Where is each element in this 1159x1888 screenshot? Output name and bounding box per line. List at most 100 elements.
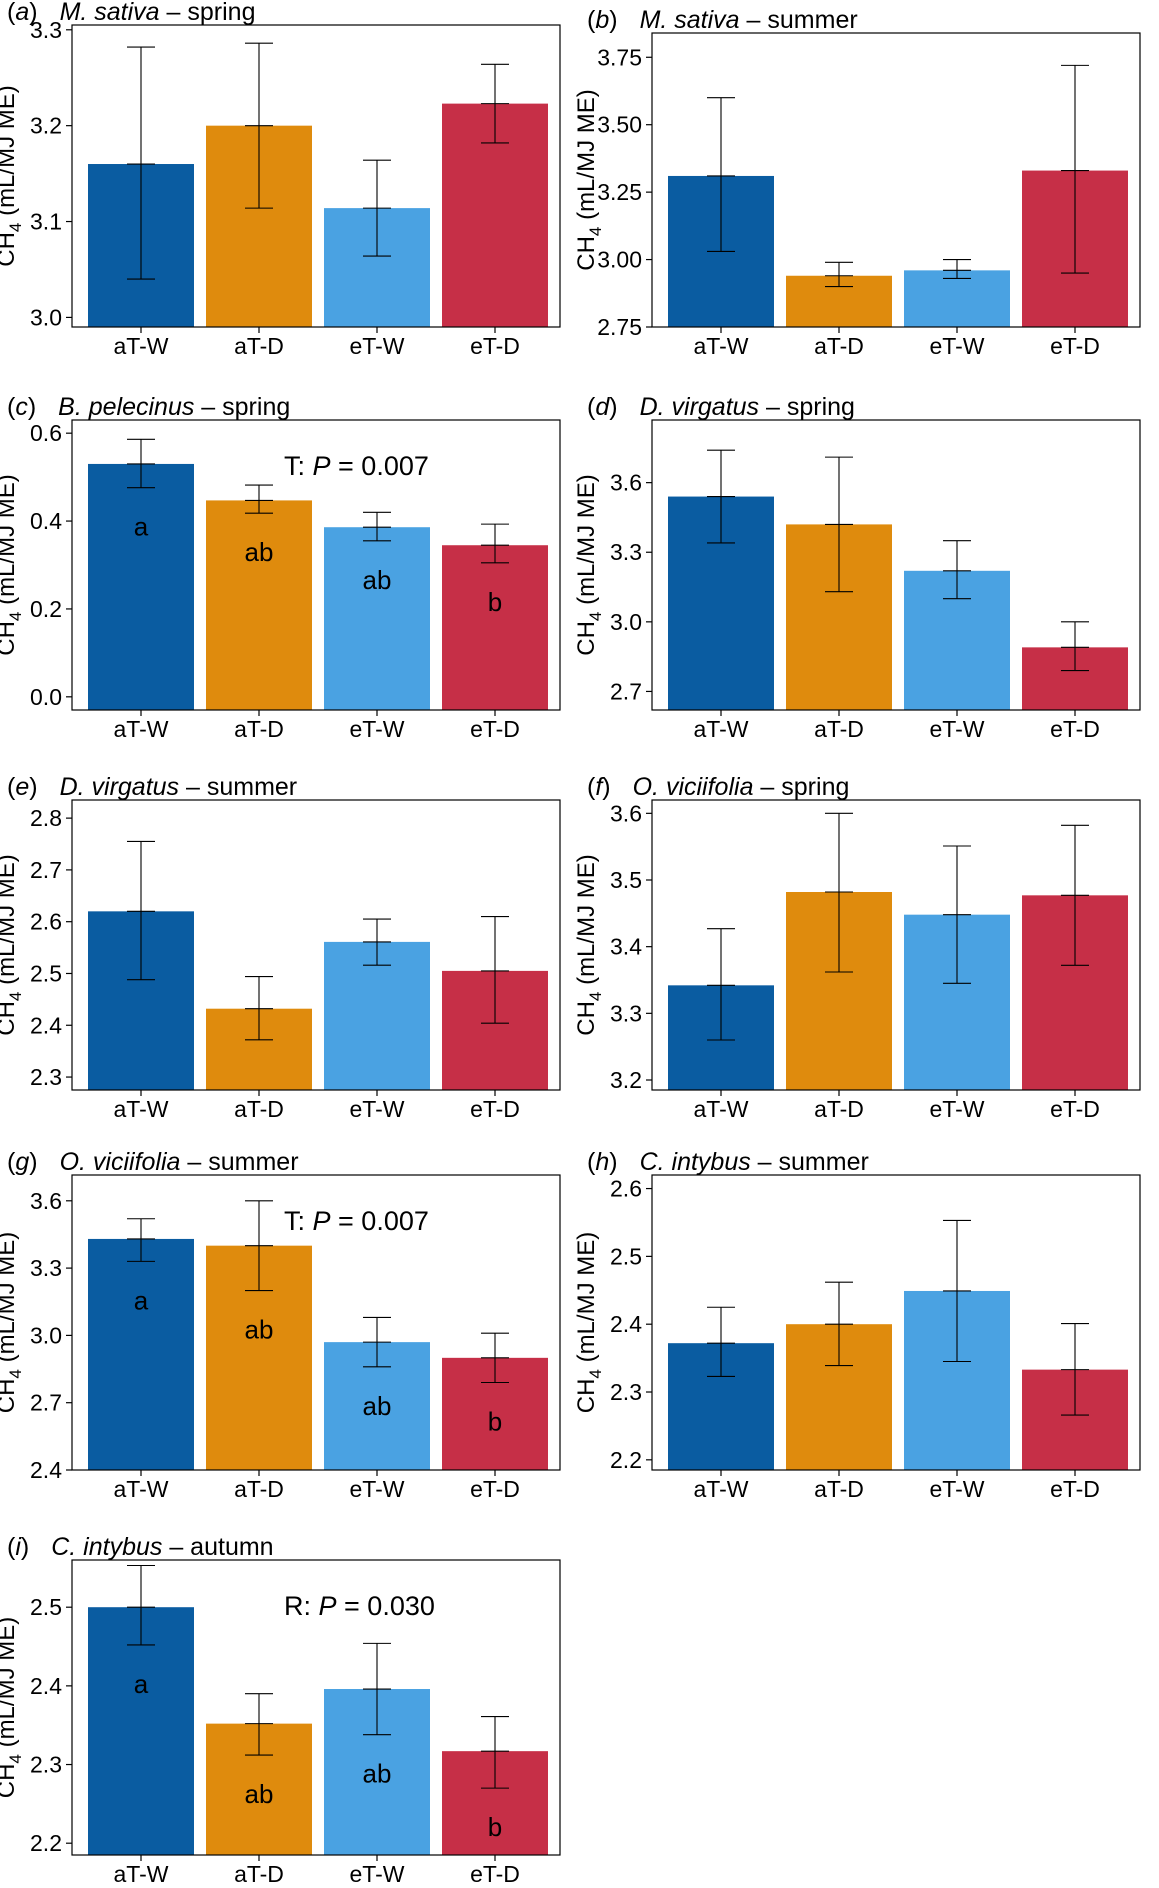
y-tick-label: 2.5 [610,1243,642,1269]
y-label-base: CH [0,232,20,267]
error-bar-aT-W [127,46,155,280]
panel-label: ( [587,1148,596,1176]
panel-letter: e [15,773,29,801]
species-name: O. viciifolia [633,773,754,801]
error-bar-aT-W [707,97,735,253]
plot-frame [651,32,1141,328]
bar-aT-D [206,500,312,710]
significance-letter: b [488,1812,502,1842]
y-label-units: (mL/MJ ME) [0,1232,20,1369]
error-bar-aT-W [127,438,155,489]
y-tick-label: 3.3 [610,1000,642,1026]
y-axis-label: CH4 (mL/MJ ME) [0,1617,25,1798]
plot-frame [651,1174,1141,1471]
x-tick-label: aT-W [114,1096,169,1122]
panel-label: ( [7,393,16,421]
y-tick-label: 3.1 [30,209,62,235]
significance-letter: ab [245,1779,274,1809]
y-label-base: CH [573,236,600,271]
y-axis-label: CH4 (mL/MJ ME) [0,474,25,655]
y-tick-label: 2.8 [30,805,62,831]
season-label: – spring [753,773,849,801]
error-bar-eT-D [481,63,509,144]
y-label-units: (mL/MJ ME) [573,854,600,991]
y-label-base: CH [0,1001,20,1036]
panel-letter: c [15,393,28,421]
season-label: – spring [160,0,256,26]
significance-letter: ab [363,565,392,595]
bar-eT-W [904,270,1010,327]
y-tick-label: 3.6 [610,800,642,826]
season-label: – summer [179,773,297,801]
plot-frame [71,419,561,711]
panel-label: ( [7,773,16,801]
y-tick-label: 3.6 [30,1188,62,1214]
x-tick-label: eT-D [1050,1096,1100,1122]
error-bar-eT-D [481,523,509,564]
y-tick-label: 2.7 [30,857,62,883]
y-label-units: (mL/MJ ME) [0,474,20,611]
error-bar-aT-W [707,449,735,544]
y-tick-label: 0.0 [30,684,62,710]
x-tick-label: aT-D [234,333,284,359]
y-tick-label: 2.4 [30,1457,62,1483]
season-label: – summer [180,1148,298,1176]
stat-value: = 0.007 [331,451,429,481]
plot-frame [651,419,1141,711]
error-bar-aT-D [245,42,273,209]
y-label-base: CH [573,1001,600,1036]
error-bar-eT-W [363,1316,391,1368]
panel-letter: g [15,1148,29,1176]
x-tick-label: eT-D [1050,716,1100,742]
season-label: – summer [751,1148,869,1176]
bar-eT-D [442,545,548,710]
y-tick-label: 2.3 [30,1064,62,1090]
x-tick-label: aT-D [234,1861,284,1887]
x-tick-label: eT-W [350,1861,405,1887]
y-tick-label: 2.7 [610,678,642,704]
significance-letter: ab [245,537,274,567]
x-tick-label: eT-W [350,1476,405,1502]
season-label: – spring [759,393,855,421]
y-label-units: (mL/MJ ME) [573,474,600,611]
x-tick-label: aT-D [234,1476,284,1502]
panel-label: ( [587,393,596,421]
y-tick-label: 2.2 [30,1830,62,1856]
significance-letter: a [134,1669,149,1699]
panel-title: (g) O. viciifolia – summer [7,1148,299,1176]
stat-annotation: T: P = 0.007 [284,1206,429,1236]
y-tick-label: 2.6 [610,1176,642,1202]
x-tick-label: aT-D [814,333,864,359]
species-name: D. virgatus [60,773,179,801]
bar-aT-W [88,1238,194,1470]
panel-label-close: ) [602,773,610,801]
error-bar-aT-W [127,1564,155,1646]
y-tick-label: 2.3 [610,1379,642,1405]
y-tick-label: 3.3 [30,1255,62,1281]
y-tick-label: 3.6 [610,470,642,496]
y-label-base: CH [573,1379,600,1414]
y-label-subscript: 4 [6,992,25,1001]
y-tick-label: 2.3 [30,1752,62,1778]
stat-p: P [313,451,331,481]
panel-h: (h) C. intybus – summer 2.2 2.3 2.4 2.5 2.6 aT-… [573,1148,1141,1502]
x-tick-label: aT-W [114,1861,169,1887]
plot-frame [71,1174,561,1471]
y-label-units: (mL/MJ ME) [0,1617,20,1754]
panel-a: (a) M. sativa – spring 3.0 3.1 3.2 3.3 aT-W aT-… [0,0,561,359]
stat-p: P [319,1591,337,1621]
error-bar-eT-D [1061,621,1089,672]
panel-label: ( [587,773,596,801]
bar-eT-W [324,527,430,710]
bar-aT-W [88,1607,194,1855]
x-tick-label: aT-W [114,716,169,742]
error-bar-aT-D [245,1200,273,1292]
error-bar-eT-D [481,1332,509,1384]
y-label-units: (mL/MJ ME) [0,854,20,991]
panel-letter: f [595,773,605,801]
significance-letter: b [488,1407,502,1437]
significance-letter: b [488,587,502,617]
x-tick-label: eT-W [350,716,405,742]
y-tick-label: 3.50 [597,112,642,138]
